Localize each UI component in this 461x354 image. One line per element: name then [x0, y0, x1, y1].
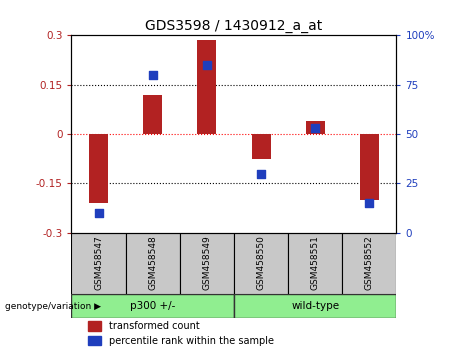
Bar	[197, 40, 216, 134]
Bar	[88, 336, 100, 346]
Text: wild-type: wild-type	[291, 301, 339, 311]
Bar	[252, 134, 271, 159]
Text: genotype/variation ▶: genotype/variation ▶	[5, 302, 100, 311]
Point	[312, 125, 319, 131]
Point	[366, 200, 373, 206]
Text: GSM458550: GSM458550	[256, 235, 266, 290]
Point	[203, 62, 211, 68]
Text: GSM458551: GSM458551	[311, 235, 320, 290]
Title: GDS3598 / 1430912_a_at: GDS3598 / 1430912_a_at	[145, 19, 323, 33]
Bar	[143, 95, 162, 134]
Bar	[234, 294, 396, 318]
Text: GSM458548: GSM458548	[148, 235, 157, 290]
Bar	[71, 294, 234, 318]
Text: p300 +/-: p300 +/-	[130, 301, 175, 311]
Text: percentile rank within the sample: percentile rank within the sample	[109, 336, 274, 346]
Bar	[342, 233, 396, 294]
Bar	[180, 233, 234, 294]
Text: transformed count: transformed count	[109, 321, 200, 331]
Bar	[71, 233, 125, 294]
Point	[149, 72, 156, 78]
Bar	[288, 233, 342, 294]
Point	[95, 210, 102, 216]
Text: GSM458547: GSM458547	[94, 235, 103, 290]
Bar	[125, 233, 180, 294]
Bar	[88, 321, 100, 331]
Bar	[306, 121, 325, 134]
Text: GSM458549: GSM458549	[202, 235, 212, 290]
Bar	[234, 233, 288, 294]
Bar	[360, 134, 379, 200]
Text: GSM458552: GSM458552	[365, 235, 374, 290]
Point	[257, 171, 265, 176]
Bar	[89, 134, 108, 203]
